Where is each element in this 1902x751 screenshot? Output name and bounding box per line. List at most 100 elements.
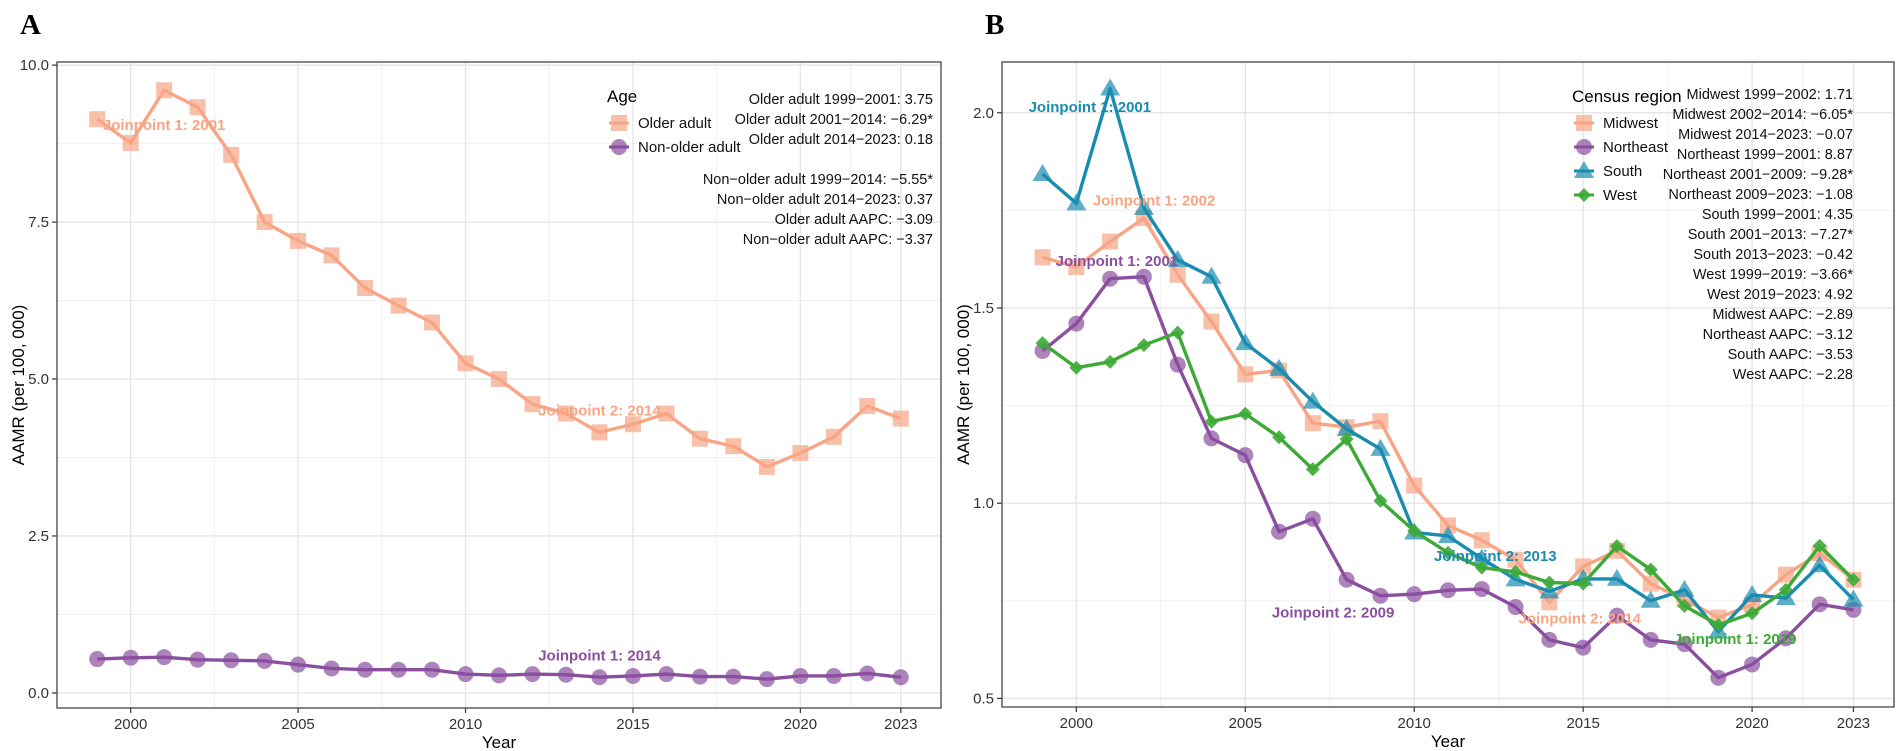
data-point (624, 667, 641, 684)
data-point (491, 371, 507, 388)
data-point (1778, 582, 1793, 597)
x-tick-label: 2020 (1735, 715, 1768, 732)
panel-b-census-region-chart: 0.5 1.0 1.5 2.0 2000 2005 2010 2015 2020 2023 Year… (954, 61, 1895, 751)
data-point (1372, 587, 1389, 604)
data-point (1201, 266, 1222, 284)
data-point (1440, 517, 1456, 534)
data-point (1066, 193, 1087, 211)
apc-annotation: Northeast 2009−2023: −1.08 (1668, 187, 1853, 203)
apc-annotation: West 1999−2019: −3.66* (1693, 267, 1854, 283)
y-tick-label: 2.0 (973, 105, 994, 122)
joinpoint-label: Joinpoint 1: 2002 (1093, 193, 1216, 210)
data-point (1575, 558, 1592, 575)
apc-annotation: Northeast AAPC: −3.12 (1703, 327, 1853, 343)
apc-annotation: West AAPC: −2.28 (1733, 367, 1853, 383)
apc-annotation: Non−older adult 1999−2014: −5.55* (703, 172, 934, 188)
x-tick-label: 2020 (784, 716, 817, 733)
data-point (1032, 164, 1053, 182)
data-point (591, 424, 608, 441)
x-tick-label: 2010 (449, 716, 482, 733)
joinpoint-label: Joinpoint 1: 2001 (103, 117, 226, 134)
joinpoint-label: Joinpoint 2: 2014 (538, 402, 661, 419)
plot-border (1001, 61, 1895, 708)
series-non-older-adult (89, 649, 909, 688)
apc-annotation: Northeast 2001−2009: −9.28* (1663, 167, 1854, 183)
data-point (1373, 493, 1388, 508)
data-point (658, 405, 675, 422)
legend-label: Northeast (1603, 139, 1669, 156)
data-point (323, 247, 340, 264)
y-tick-label: 7.5 (28, 214, 49, 231)
data-point (1473, 581, 1490, 598)
series-west (1035, 325, 1861, 633)
data-point (1237, 447, 1254, 464)
y-tick-label: 0.0 (28, 685, 49, 702)
apc-annotation: Midwest 2002−2014: −6.05* (1672, 107, 1853, 123)
legend-item-south: South (1574, 161, 1642, 180)
data-point (1035, 336, 1050, 351)
data-point (859, 398, 876, 415)
apc-annotation: West 2019−2023: 4.92 (1707, 287, 1853, 303)
x-tick-label: 2000 (1060, 715, 1093, 732)
legend-key-circle-icon (1576, 139, 1592, 155)
data-point (1576, 576, 1591, 591)
apc-annotation: Midwest 2014−2023: −0.07 (1678, 127, 1853, 143)
legend-item-midwest: Midwest (1574, 115, 1659, 132)
joinpoint-label: Joinpoint 1: 2001 (1029, 99, 1152, 116)
data-point (892, 410, 909, 427)
data-point (1745, 606, 1760, 621)
x-axis-title: Year (482, 733, 517, 751)
data-point (792, 445, 809, 462)
data-point (457, 666, 474, 683)
data-point (89, 651, 106, 668)
y-tick-label: 1.5 (973, 300, 994, 317)
data-point (825, 428, 842, 445)
data-point (1269, 358, 1290, 376)
data-point (1272, 430, 1287, 445)
data-point (1508, 564, 1523, 579)
x-axis-title: Year (1431, 732, 1466, 751)
data-point (1609, 539, 1624, 554)
data-point (223, 652, 240, 669)
data-point (491, 667, 507, 684)
data-point (390, 297, 407, 314)
data-point (1812, 538, 1827, 553)
legend-label: Non-older adult (638, 139, 741, 156)
data-point (1474, 560, 1489, 575)
y-tick-label: 2.5 (28, 528, 49, 545)
legend-label: West (1603, 187, 1638, 204)
data-point (658, 666, 675, 683)
data-point (1606, 568, 1627, 586)
data-point (691, 430, 708, 447)
data-point (156, 649, 173, 666)
data-point (1575, 639, 1592, 656)
joinpoint-label: Joinpoint 1: 2014 (538, 647, 661, 664)
joinpoint-label: Joinpoint 2: 2013 (1434, 548, 1557, 565)
data-point (1777, 630, 1794, 647)
data-point (1370, 438, 1391, 456)
apc-annotation: South AAPC: −3.53 (1728, 347, 1853, 363)
data-point (1100, 78, 1121, 96)
data-point (892, 669, 909, 686)
legend-item-non-older-adult: Non-older adult (609, 139, 741, 156)
data-point (1846, 572, 1861, 587)
panel-letter-a: A (20, 9, 41, 41)
data-point (1136, 338, 1151, 353)
data-point (189, 99, 206, 116)
x-tick-label: 2005 (1229, 715, 1262, 732)
data-point (557, 405, 574, 422)
data-point (1744, 656, 1761, 673)
data-point (390, 661, 407, 678)
data-point (1305, 462, 1320, 477)
data-point (1777, 566, 1794, 583)
apc-annotation: Older adult AAPC: −3.09 (775, 212, 933, 228)
data-point (357, 661, 374, 678)
data-point (1103, 354, 1118, 369)
data-point (524, 666, 541, 683)
data-point (1339, 432, 1354, 447)
data-point (1473, 532, 1490, 549)
data-point (1169, 356, 1186, 373)
apc-annotation: Northeast 1999−2001: 8.87 (1677, 147, 1853, 163)
